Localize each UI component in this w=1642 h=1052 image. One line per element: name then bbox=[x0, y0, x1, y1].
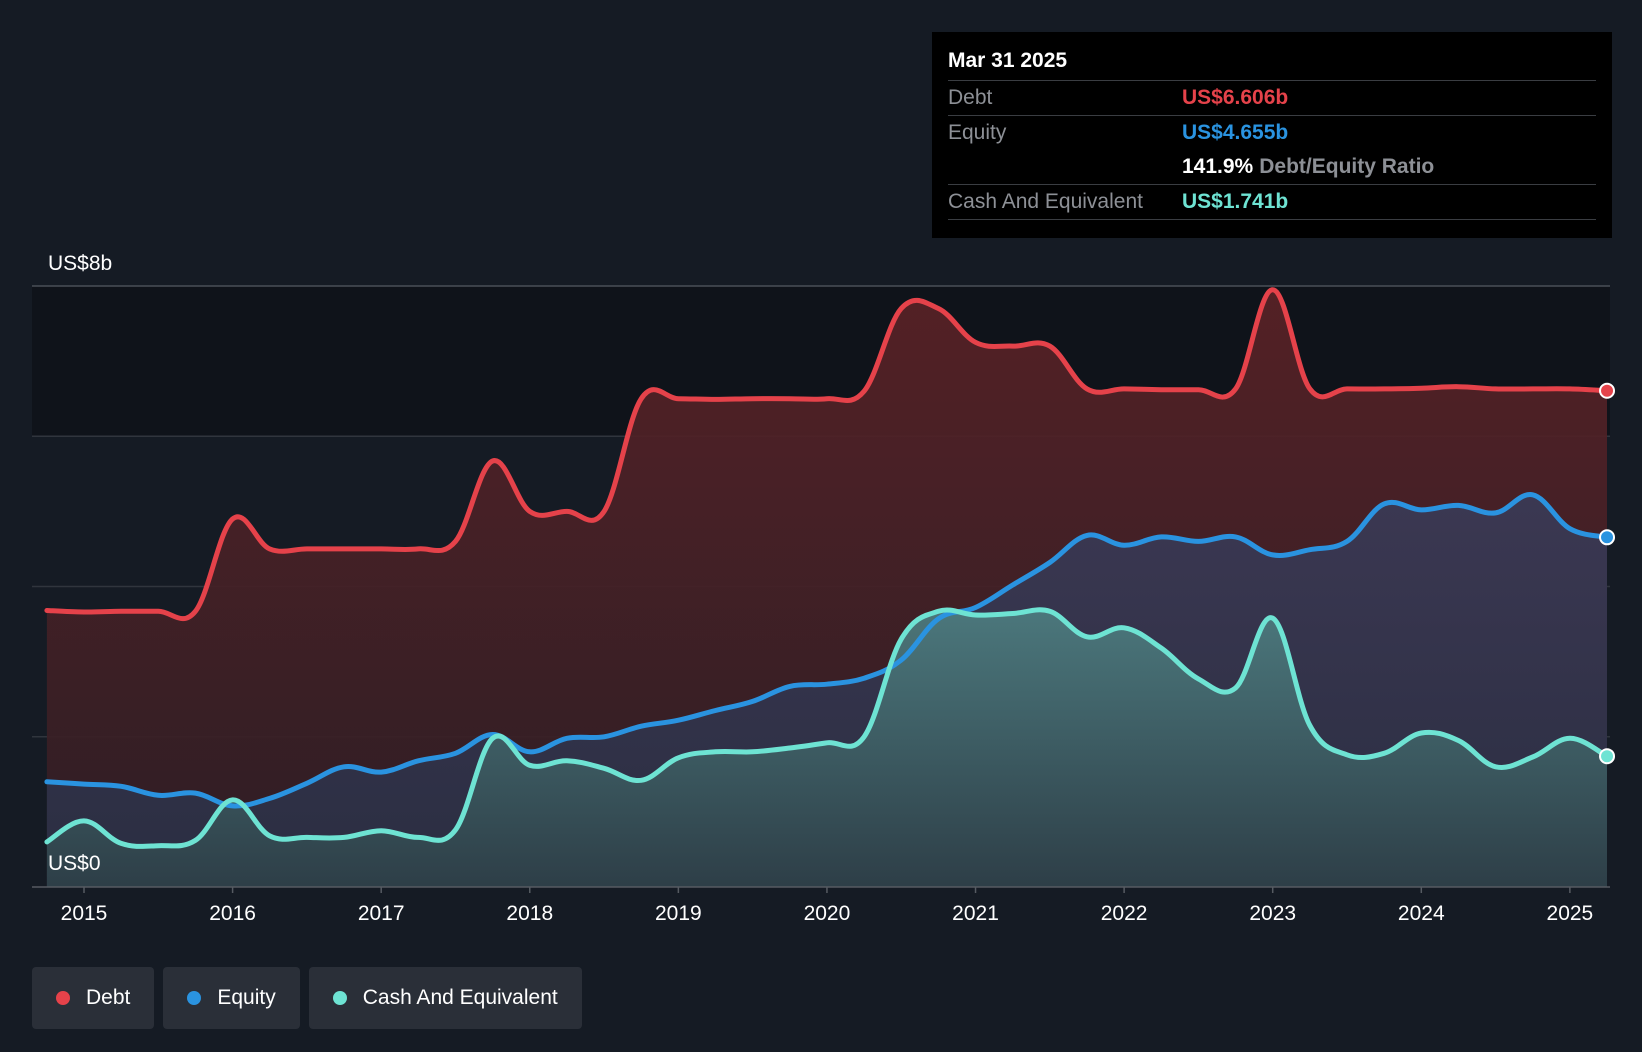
tooltip-debt-value: US$6.606b bbox=[1182, 86, 1289, 109]
legend-item-cash[interactable]: Cash And Equivalent bbox=[308, 967, 582, 1029]
tooltip-equity-label: Equity bbox=[948, 121, 1007, 144]
y-axis-bottom-label: US$0 bbox=[48, 852, 101, 875]
line-cash-and-equivalent bbox=[44, 607, 1610, 849]
tooltip-cash-value: US$1.741b bbox=[1182, 190, 1289, 213]
end-marker-debt[interactable] bbox=[1599, 382, 1616, 399]
legend-dot-icon bbox=[56, 991, 70, 1005]
x-tick-label: 2025 bbox=[1547, 902, 1594, 925]
legend-label-cash: Cash And Equivalent bbox=[362, 986, 558, 1009]
tooltip-date: Mar 31 2025 bbox=[948, 49, 1068, 72]
legend-label-equity: Equity bbox=[217, 986, 276, 1009]
y-axis-top-label: US$8b bbox=[48, 252, 112, 275]
legend-dot-icon bbox=[332, 991, 347, 1005]
x-tick-label: 2024 bbox=[1398, 902, 1445, 925]
tooltip-cash-label: Cash And Equivalent bbox=[948, 190, 1143, 213]
line-debt bbox=[44, 287, 1610, 622]
tooltip-ratio-value: 141.9% bbox=[1182, 155, 1254, 178]
end-markers bbox=[1599, 382, 1616, 765]
x-axis-ticks: 2015 2016 2017 2018 2019 2020 2021 2022 2023 2024… bbox=[61, 887, 1594, 925]
x-tick-label: 2019 bbox=[655, 902, 702, 925]
series-lines bbox=[44, 287, 1610, 849]
tooltip-debt-row: Debt US$6.606b bbox=[948, 80, 1596, 115]
x-tick-label: 2021 bbox=[952, 902, 999, 925]
x-tick-label: 2023 bbox=[1249, 902, 1296, 925]
tooltip-ratio-label: Debt/Equity Ratio bbox=[1259, 155, 1435, 178]
tooltip-cash-row: Cash And Equivalent US$1.741b bbox=[948, 184, 1596, 220]
line-equity bbox=[44, 492, 1610, 809]
x-tick-label: 2022 bbox=[1101, 902, 1148, 925]
x-tick-label: 2016 bbox=[209, 902, 256, 925]
tooltip-equity-value: US$4.655b bbox=[1182, 121, 1289, 144]
tooltip-ratio-row: 141.9% Debt/Equity Ratio bbox=[948, 150, 1596, 184]
end-marker-equity[interactable] bbox=[1599, 529, 1616, 546]
legend-item-equity[interactable]: Equity bbox=[163, 967, 300, 1029]
x-tick-label: 2015 bbox=[61, 902, 108, 925]
tooltip-equity-row: Equity US$4.655b bbox=[948, 115, 1596, 150]
x-tick-label: 2020 bbox=[804, 902, 851, 925]
area-cash-and-equivalent bbox=[46, 609, 1607, 887]
legend-item-debt[interactable]: Debt bbox=[32, 967, 155, 1029]
series-areas bbox=[46, 289, 1607, 887]
tooltip-debt-label: Debt bbox=[948, 86, 993, 109]
tooltip-panel: Mar 31 2025 Debt US$6.606b Equity US$4.6… bbox=[932, 32, 1612, 238]
x-tick-label: 2018 bbox=[506, 902, 553, 925]
legend-label-debt: Debt bbox=[86, 986, 131, 1009]
legend-dot-icon bbox=[187, 991, 202, 1005]
end-marker-cash-and-equivalent[interactable] bbox=[1599, 748, 1616, 765]
tooltip-ratio-spacer bbox=[948, 150, 1182, 184]
chart-legend: Debt Equity Cash And Equivalent bbox=[32, 967, 582, 1029]
x-tick-label: 2017 bbox=[358, 902, 405, 925]
